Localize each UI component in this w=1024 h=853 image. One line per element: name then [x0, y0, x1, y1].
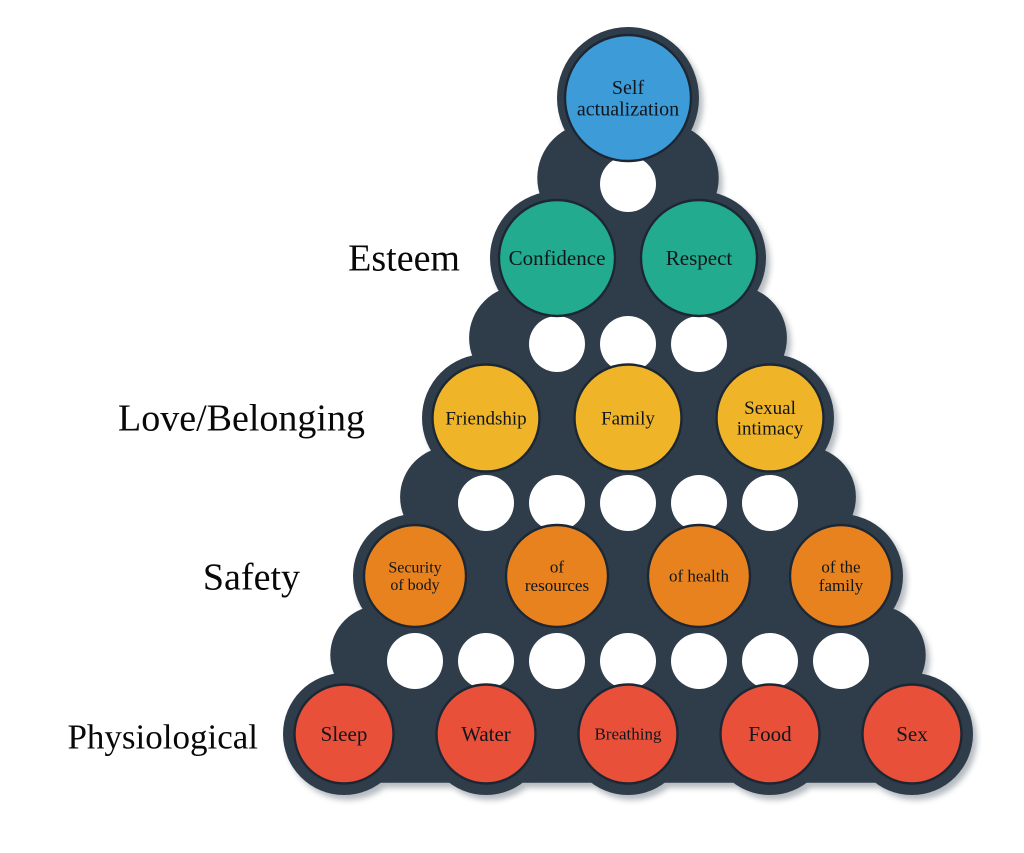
svg-text:Sleep: Sleep — [321, 722, 368, 746]
svg-text:Family: Family — [601, 408, 655, 429]
svg-text:Physiological: Physiological — [67, 718, 258, 757]
svg-text:Water: Water — [461, 722, 511, 746]
svg-text:Confidence: Confidence — [509, 246, 606, 270]
svg-text:Love/Belonging: Love/Belonging — [118, 398, 365, 440]
svg-text:Esteem: Esteem — [348, 238, 460, 280]
svg-text:Food: Food — [748, 722, 792, 746]
svg-text:Respect: Respect — [666, 246, 733, 270]
svg-text:Friendship: Friendship — [445, 408, 526, 429]
svg-text:of health: of health — [669, 567, 729, 586]
svg-text:Sex: Sex — [896, 722, 928, 746]
svg-text:Safety: Safety — [203, 557, 300, 599]
svg-text:Breathing: Breathing — [594, 725, 662, 744]
